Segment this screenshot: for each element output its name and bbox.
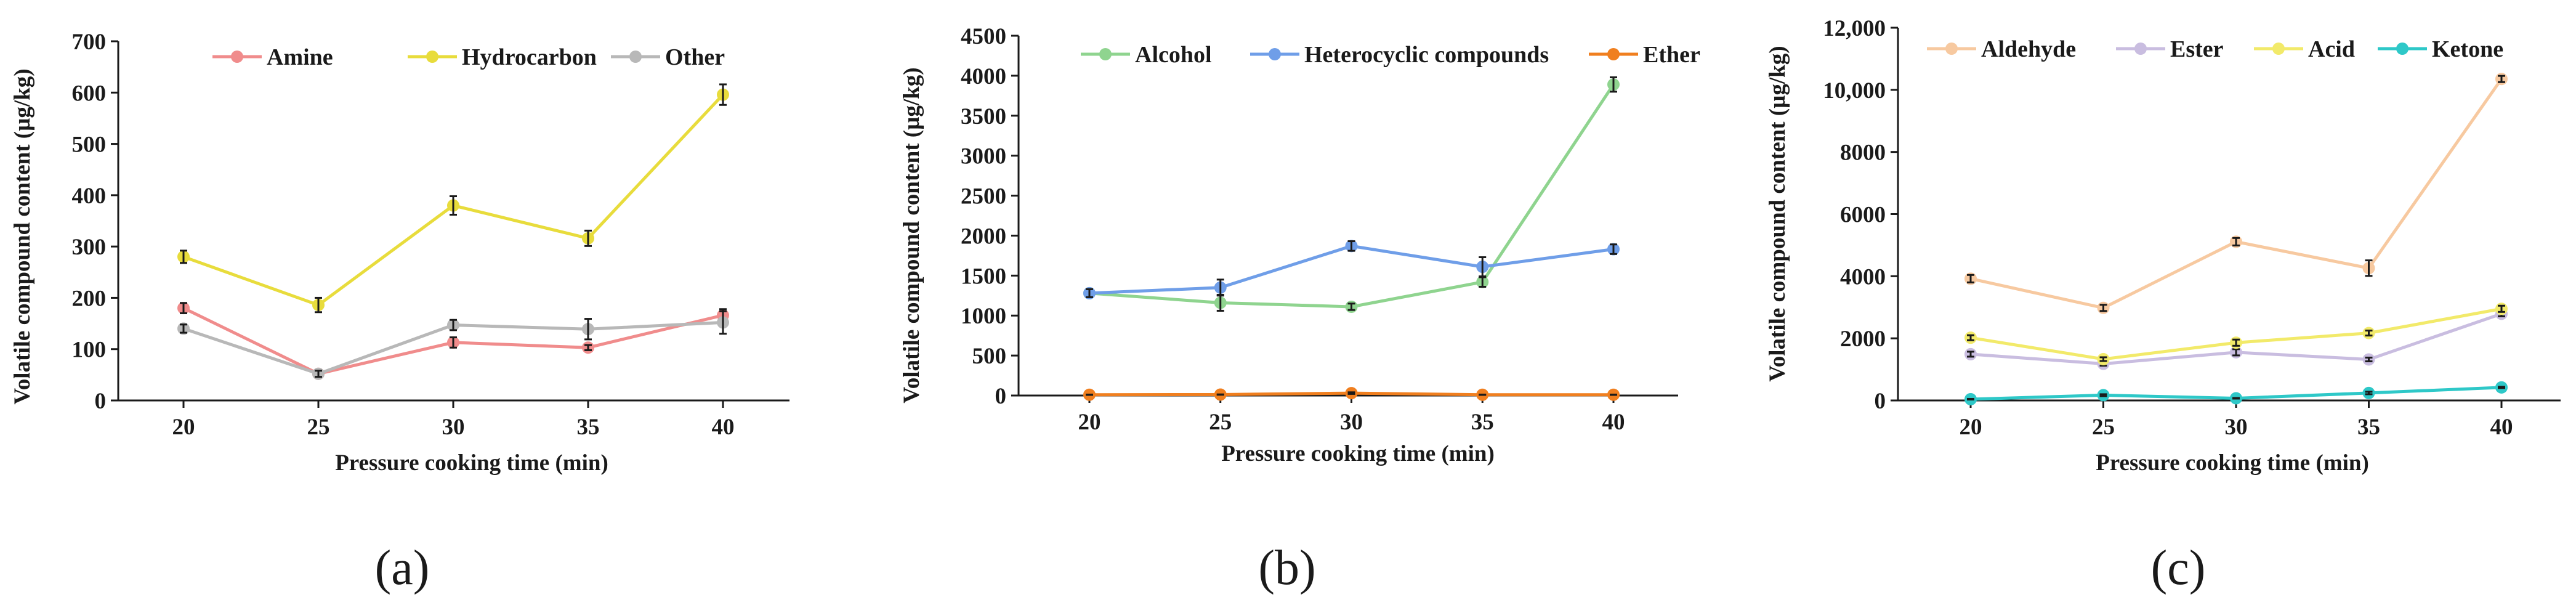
legend-swatch-marker (629, 51, 642, 63)
y-tick-label: 0 (95, 389, 107, 414)
legend: Alcohol Heterocyclic compounds Ether (1081, 42, 1700, 68)
y-axis-title: Volatile compound content (µg/kg) (899, 67, 924, 403)
y-tick-label: 3500 (961, 104, 1006, 129)
legend-label: Heterocyclic compounds (1304, 42, 1549, 68)
y-tick-label: 400 (72, 184, 107, 209)
x-tick-label: 30 (1340, 410, 1363, 435)
x-tick-label: 20 (172, 415, 195, 440)
series-line (1089, 244, 1614, 295)
x-tick-label: 35 (1471, 410, 1494, 435)
x-tick-label: 35 (577, 415, 600, 440)
x-tick-label: 25 (307, 415, 330, 440)
y-axis-title: Volatile compound content (µg/kg) (1765, 46, 1790, 381)
y-tick-label: 8000 (1840, 140, 1886, 166)
y-tick-label: 3000 (961, 144, 1006, 169)
y-tick-label: 4000 (961, 64, 1006, 89)
y-tick-label: 300 (72, 235, 107, 260)
x-tick-label: 40 (2490, 415, 2513, 440)
legend-swatch-marker (2134, 43, 2147, 55)
series-ether (1083, 387, 1620, 401)
panel-c: Volatile compound content (µg/kg) Pressu… (1765, 16, 2561, 595)
legend-label: Acid (2308, 36, 2355, 62)
y-tick-label: 600 (72, 81, 107, 106)
x-tick-label: 20 (1960, 415, 1982, 440)
x-tick-label: 35 (2357, 415, 2380, 440)
x-tick-label: 25 (1209, 410, 1232, 435)
legend: Aldehyde Ester Acid Ketone (1927, 36, 2503, 62)
y-tick-label: 200 (72, 286, 107, 311)
panel-b: Volatile compound content (µg/kg) Pressu… (899, 24, 1700, 595)
series-ketone (1964, 381, 2508, 405)
legend: Amine Hydrocarbon Other (212, 44, 725, 70)
legend-swatch-marker (426, 51, 438, 63)
legend-swatch-marker (1099, 48, 1112, 60)
series-other (177, 310, 729, 380)
legend-swatch-marker (2272, 43, 2285, 55)
y-tick-label: 6000 (1840, 203, 1886, 228)
y-tick-label: 2000 (1840, 327, 1886, 352)
y-tick-label: 500 (72, 132, 107, 158)
y-tick-label: 12,000 (1823, 16, 1886, 41)
legend-swatch-marker (1607, 48, 1620, 60)
x-axis-title: Pressure cooking time (min) (335, 450, 608, 476)
series-heterocyclic-compounds (1083, 240, 1620, 299)
panel-a: Volatile compound content (µg/kg) Pressu… (10, 30, 789, 595)
series-amine (177, 302, 729, 380)
legend-label: Aldehyde (1981, 36, 2076, 62)
x-axis-title: Pressure cooking time (min) (1221, 441, 1495, 466)
x-axis-title: Pressure cooking time (min) (2096, 450, 2369, 476)
legend-swatch-marker (1269, 48, 1281, 60)
x-tick-label: 30 (2225, 415, 2248, 440)
series-aldehyde (1964, 73, 2508, 314)
panel-label: (c) (2151, 541, 2206, 595)
legend-swatch-marker (231, 51, 243, 63)
y-tick-label: 10,000 (1823, 78, 1886, 104)
series-acid (1964, 302, 2508, 365)
y-tick-label: 1500 (961, 264, 1006, 289)
legend-label: Amine (267, 44, 333, 70)
legend-label: Alcohol (1135, 42, 1212, 68)
legend-label: Ether (1643, 42, 1700, 68)
legend-swatch-marker (1945, 43, 1958, 55)
y-tick-label: 2000 (961, 224, 1006, 249)
y-tick-label: 4500 (961, 24, 1006, 49)
x-tick-label: 30 (442, 415, 465, 440)
panel-label: (a) (375, 541, 430, 595)
y-tick-label: 700 (72, 30, 107, 55)
legend-label: Hydrocarbon (462, 44, 597, 70)
panel-label: (b) (1258, 541, 1315, 595)
series-hydrocarbon (177, 83, 729, 314)
y-axis-title: Volatile compound content (µg/kg) (10, 68, 35, 404)
series-line (1970, 78, 2503, 310)
x-tick-label: 40 (1602, 410, 1625, 435)
y-tick-label: 500 (972, 344, 1007, 369)
y-tick-label: 0 (1875, 389, 1886, 414)
series-alcohol (1083, 76, 1620, 313)
x-tick-label: 40 (712, 415, 735, 440)
x-tick-label: 25 (2092, 415, 2115, 440)
series-line (1089, 83, 1615, 309)
y-tick-label: 2500 (961, 184, 1006, 209)
y-tick-label: 1000 (961, 304, 1006, 329)
y-tick-label: 0 (995, 384, 1007, 409)
legend-label: Other (665, 44, 725, 70)
legend-label: Ketone (2432, 36, 2503, 62)
legend-swatch-marker (2396, 43, 2408, 55)
y-tick-label: 100 (72, 338, 107, 363)
x-tick-label: 20 (1078, 410, 1101, 435)
legend-label: Ester (2170, 36, 2224, 62)
y-tick-label: 4000 (1840, 264, 1886, 290)
